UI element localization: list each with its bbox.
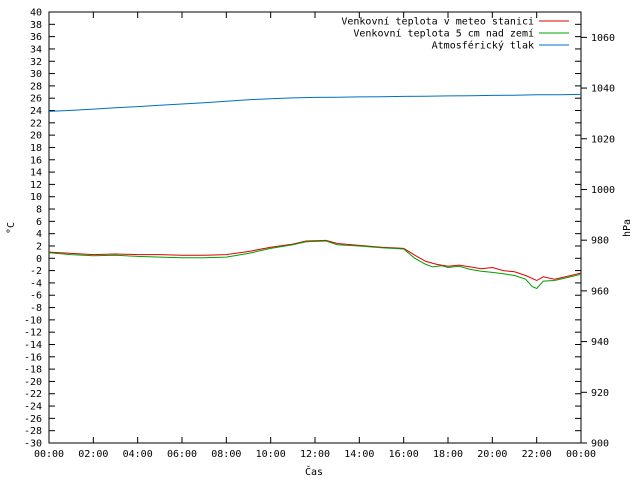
- y-tick-label: 2: [36, 241, 42, 252]
- y-tick-label: -16: [24, 352, 42, 363]
- x-tick-label: 20:00: [477, 449, 507, 460]
- y-tick-label: 6: [36, 217, 42, 228]
- y-tick-label: -28: [24, 426, 42, 437]
- x-tick-label: 22:00: [522, 449, 552, 460]
- y-axis-ticks: -30-28-26-24-22-20-18-16-14-12-10-8-6-4-…: [24, 8, 581, 450]
- x-axis-ticks: 00:00 02:00 04:00 06:00 08:00 10:00 12:00 14:00…: [34, 12, 596, 460]
- y-tick-label: -2: [30, 266, 42, 277]
- y-tick-label: 24: [30, 106, 42, 117]
- y2-tick-label: 1000: [591, 185, 615, 196]
- y-tick-label: -20: [24, 377, 42, 388]
- y-tick-label: -12: [24, 328, 42, 339]
- y-tick-label: 36: [30, 32, 42, 43]
- y2-tick-label: 1060: [591, 33, 615, 44]
- y-tick-label: -26: [24, 414, 42, 425]
- legend: Venkovní teplota v meteo staniciVenkovní…: [341, 16, 569, 52]
- legend-label-1: Venkovní teplota v meteo stanici: [341, 16, 534, 28]
- y2-tick-label: 1040: [591, 84, 615, 95]
- y-tick-label: 38: [30, 20, 42, 31]
- y-tick-label: -10: [24, 315, 42, 326]
- y-tick-label: 30: [30, 69, 42, 80]
- x-tick-label: 00:00: [34, 449, 64, 460]
- y-tick-label: -30: [24, 439, 42, 450]
- axes: [48, 11, 582, 444]
- x-tick-label: 00:00: [566, 449, 596, 460]
- y-tick-label: 40: [30, 8, 42, 19]
- y-tick-label: 34: [30, 44, 42, 55]
- x-tick-label: 04:00: [123, 449, 153, 460]
- legend-label-2: Venkovní teplota 5 cm nad zemí: [353, 28, 534, 40]
- x-tick-label: 08:00: [211, 449, 241, 460]
- y-tick-label: -14: [24, 340, 42, 351]
- series-lines: [48, 93, 582, 290]
- y-tick-label: 10: [30, 192, 42, 203]
- y-tick-label: -24: [24, 402, 42, 413]
- x-tick-label: 10:00: [256, 449, 286, 460]
- y2-tick-label: 960: [591, 286, 609, 297]
- y-tick-label: 4: [36, 229, 42, 240]
- y2-axis-ticks: 900 920 940 960 980 1000 1020 1040 1060: [581, 33, 615, 450]
- x-tick-label: 16:00: [389, 449, 419, 460]
- y2-tick-label: 980: [591, 236, 609, 247]
- x-tick-label: 12:00: [300, 449, 330, 460]
- y-tick-label: 8: [36, 205, 42, 216]
- y-tick-label: -18: [24, 365, 42, 376]
- y-tick-label: 16: [30, 155, 42, 166]
- x-tick-label: 06:00: [167, 449, 197, 460]
- x-tick-label: 02:00: [78, 449, 108, 460]
- plot-frame: [48, 11, 582, 444]
- y-tick-label: -6: [30, 291, 42, 302]
- y2-tick-label: 920: [591, 388, 609, 399]
- series-line-3: [48, 93, 582, 112]
- x-axis-label: Čas: [305, 465, 323, 478]
- y2-tick-label: 1020: [591, 134, 615, 145]
- y2-tick-label: 900: [591, 439, 609, 450]
- series-line-2: [48, 240, 582, 290]
- y-tick-label: 14: [30, 168, 42, 179]
- y-tick-label: -4: [30, 278, 42, 289]
- legend-label-3: Atmosférický tlak: [432, 40, 534, 52]
- y-tick-label: 22: [30, 118, 42, 129]
- x-tick-label: 18:00: [433, 449, 463, 460]
- y-axis-label: °C: [6, 222, 17, 234]
- x-tick-label: 14:00: [344, 449, 374, 460]
- y2-tick-label: 940: [591, 337, 609, 348]
- y-tick-label: 26: [30, 94, 42, 105]
- y-tick-label: 0: [36, 254, 42, 265]
- y-tick-label: 18: [30, 143, 42, 154]
- y-tick-label: 12: [30, 180, 42, 191]
- y-tick-label: -8: [30, 303, 42, 314]
- y-tick-label: -22: [24, 389, 42, 400]
- series-line-1: [48, 239, 582, 282]
- y-tick-label: 28: [30, 81, 42, 92]
- y2-axis-label: hPa: [622, 219, 633, 237]
- y-tick-label: 32: [30, 57, 42, 68]
- y-tick-label: 20: [30, 131, 42, 142]
